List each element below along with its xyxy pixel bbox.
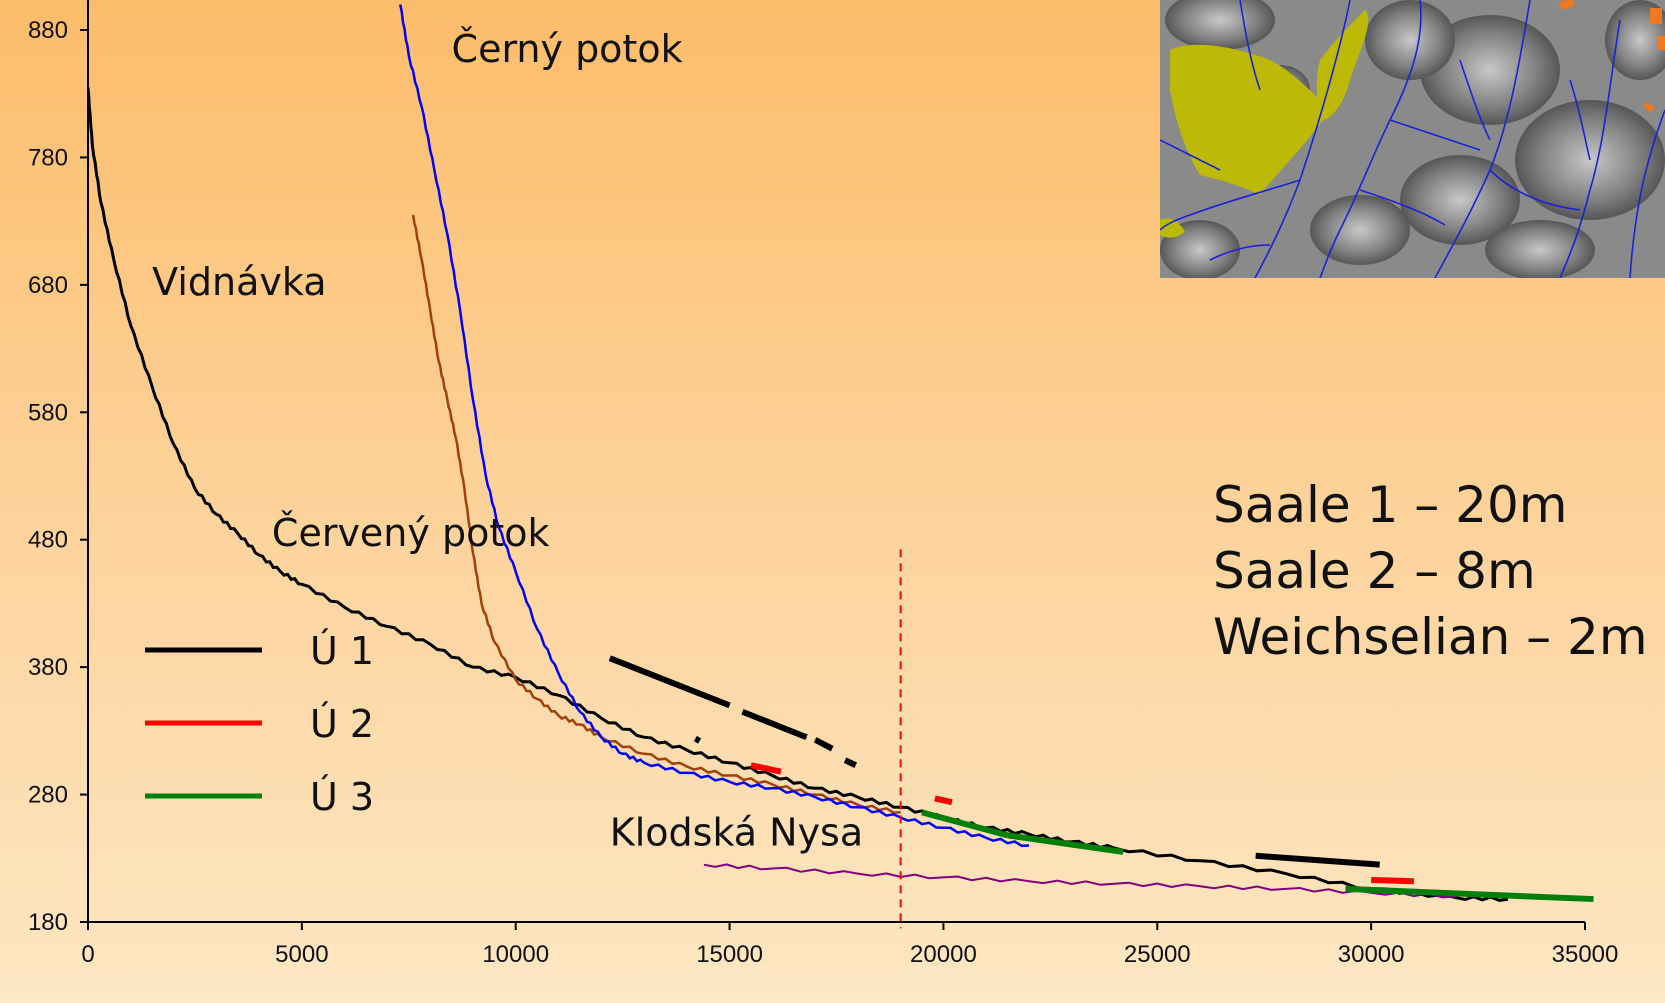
x-tick-label-10000: 10000 — [482, 941, 549, 968]
label-cerny-potok: Černý potok — [452, 27, 683, 71]
x-tick-label-30000: 30000 — [1338, 941, 1405, 968]
label-cerveny-potok: Červený potok — [272, 511, 550, 555]
x-tick-label-35000: 35000 — [1552, 941, 1619, 968]
legend: Ú 1 Ú 2 Ú 3 — [145, 629, 374, 819]
terrace-markers — [1559, 0, 1665, 113]
terrace-segment-u-1-5 — [693, 735, 702, 744]
x-tick-label-5000: 5000 — [275, 941, 328, 968]
terrace-segment-u-1-4 — [843, 757, 858, 768]
x-axis-ticks: 0 5000 10000 15000 20000 25000 30000 35000 — [81, 922, 1618, 968]
terrace-segment-u-3-11 — [1007, 832, 1124, 855]
deposit-area-2 — [1316, 10, 1369, 120]
terrace-segments — [608, 655, 1594, 903]
y-tick-label-580: 580 — [28, 399, 68, 426]
terrain-map — [1160, 0, 1665, 278]
info-line-saale-1: Saale 1 – 20m — [1213, 476, 1568, 534]
profile-line-cerny-potok — [398, 4, 1030, 848]
terrace-segment-u-1-2 — [741, 708, 808, 741]
y-tick-label-680: 680 — [28, 272, 68, 299]
x-tick-label-15000: 15000 — [696, 941, 763, 968]
profile-line-cerveny-potok — [411, 214, 901, 814]
legend-label-u-1: Ú 1 — [310, 629, 374, 673]
terrace-segment-u-1-6 — [1255, 852, 1380, 868]
info-line-weichselian: Weichselian – 2m — [1213, 608, 1648, 666]
y-tick-label-280: 280 — [28, 782, 68, 809]
terrace-segment-u-1-3 — [813, 737, 834, 752]
x-tick-label-25000: 25000 — [1124, 941, 1191, 968]
terrace-segment-u-1-1 — [608, 655, 731, 709]
terrace-segment-u-3-10 — [921, 809, 1009, 839]
profile-line-klodska-nysa — [703, 863, 1457, 899]
river-labels: Černý potok Vidnávka Červený potok Klodská … — [152, 27, 863, 855]
terrace-segment-u-2-8 — [934, 795, 953, 806]
terrace-segment-u-2-9 — [1371, 876, 1415, 885]
legend-label-u-3: Ú 3 — [310, 775, 374, 819]
y-tick-label-880: 880 — [28, 17, 68, 44]
y-tick-label-380: 380 — [28, 654, 68, 681]
x-tick-label-20000: 20000 — [910, 941, 977, 968]
deposit-area-3 — [1160, 218, 1185, 238]
terrace-segment-u-2-7 — [750, 762, 782, 775]
y-tick-label-780: 780 — [28, 144, 68, 171]
y-axis-ticks: 180 280 380 480 580 680 780 880 — [28, 17, 88, 936]
terrace-segment-u-3-12 — [1345, 885, 1594, 903]
legend-label-u-2: Ú 2 — [310, 702, 374, 746]
terrace-height-legend: Saale 1 – 20m Saale 2 – 8m Weichselian –… — [1213, 472, 1648, 670]
river-network — [1160, 0, 1665, 278]
deposit-area — [1170, 44, 1330, 195]
label-vidnavka: Vidnávka — [152, 260, 326, 304]
info-line-saale-2: Saale 2 – 8m — [1213, 542, 1536, 600]
label-klodska-nysa: Klodská Nysa — [610, 811, 863, 855]
x-tick-label-0: 0 — [81, 941, 94, 968]
terrain-map-inset — [1160, 0, 1665, 278]
y-tick-label-480: 480 — [28, 527, 68, 554]
y-tick-label-180: 180 — [28, 909, 68, 936]
